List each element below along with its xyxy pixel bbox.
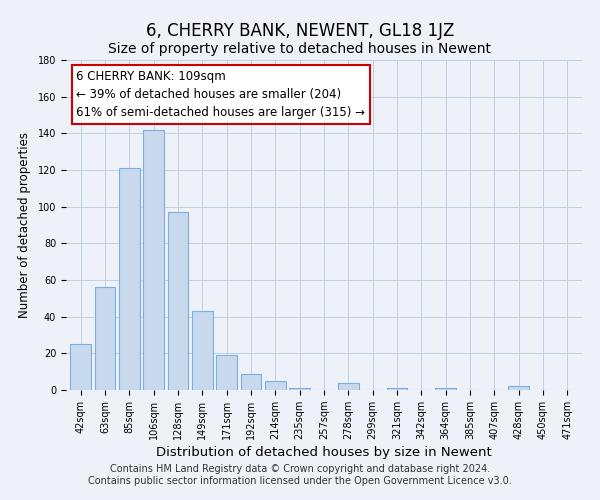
Bar bbox=[167, 212, 188, 390]
Bar bbox=[265, 381, 286, 390]
Y-axis label: Number of detached properties: Number of detached properties bbox=[18, 132, 31, 318]
Bar bbox=[338, 382, 359, 390]
Bar bbox=[508, 386, 529, 390]
Text: 6, CHERRY BANK, NEWENT, GL18 1JZ: 6, CHERRY BANK, NEWENT, GL18 1JZ bbox=[146, 22, 454, 40]
Bar bbox=[436, 388, 456, 390]
Bar bbox=[386, 388, 407, 390]
Bar bbox=[119, 168, 140, 390]
Bar bbox=[143, 130, 164, 390]
Text: 6 CHERRY BANK: 109sqm
← 39% of detached houses are smaller (204)
61% of semi-det: 6 CHERRY BANK: 109sqm ← 39% of detached … bbox=[76, 70, 365, 119]
X-axis label: Distribution of detached houses by size in Newent: Distribution of detached houses by size … bbox=[156, 446, 492, 459]
Bar bbox=[216, 355, 237, 390]
Bar bbox=[95, 288, 115, 390]
Bar bbox=[192, 311, 212, 390]
Bar bbox=[70, 344, 91, 390]
Text: Contains HM Land Registry data © Crown copyright and database right 2024.: Contains HM Land Registry data © Crown c… bbox=[110, 464, 490, 474]
Text: Contains public sector information licensed under the Open Government Licence v3: Contains public sector information licen… bbox=[88, 476, 512, 486]
Text: Size of property relative to detached houses in Newent: Size of property relative to detached ho… bbox=[109, 42, 491, 56]
Bar bbox=[289, 388, 310, 390]
Bar bbox=[241, 374, 262, 390]
